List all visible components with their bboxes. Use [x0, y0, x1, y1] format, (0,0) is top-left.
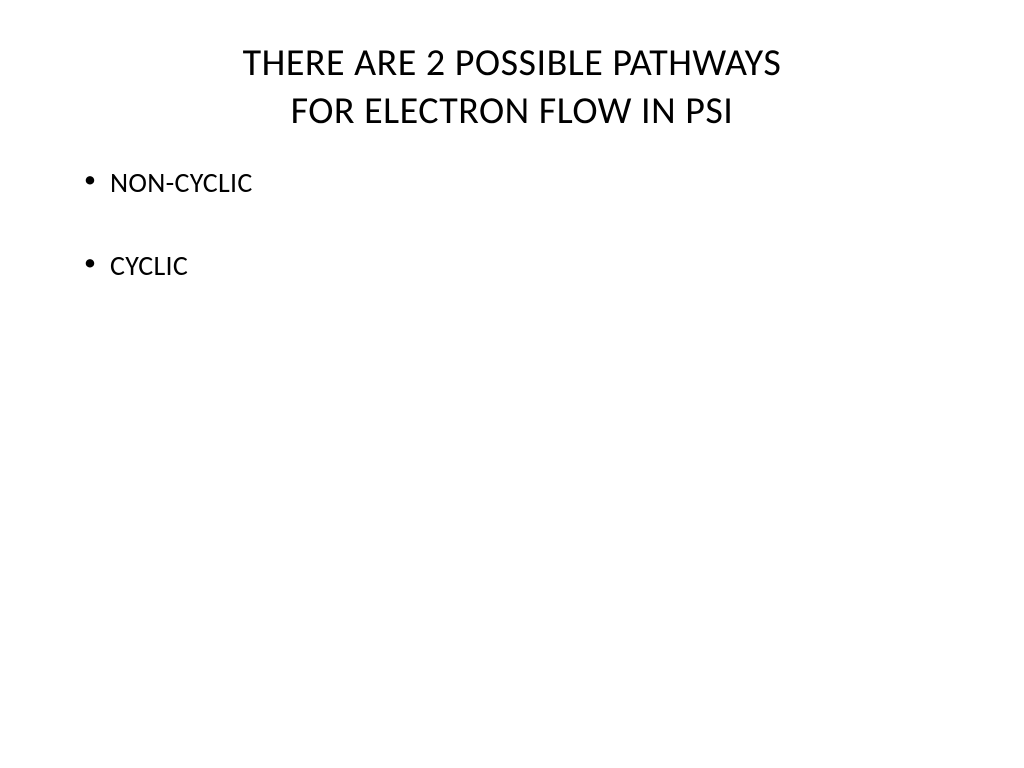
title-line-2: FOR ELECTRON FLOW IN PSI — [291, 88, 734, 134]
title-line-1: THERE ARE 2 POSSIBLE PATHWAYS — [243, 40, 782, 86]
bullet-list: NON-CYCLIC CYCLIC — [80, 165, 954, 283]
bullet-text: CYCLIC — [110, 248, 188, 283]
slide-container: THERE ARE 2 POSSIBLE PATHWAYS FOR ELECTR… — [0, 0, 1024, 768]
slide-content: NON-CYCLIC CYCLIC — [70, 165, 954, 283]
slide-title: THERE ARE 2 POSSIBLE PATHWAYS FOR ELECTR… — [70, 40, 954, 135]
bullet-item: NON-CYCLIC — [80, 165, 954, 200]
bullet-item: CYCLIC — [80, 248, 954, 283]
bullet-text: NON-CYCLIC — [110, 165, 253, 200]
